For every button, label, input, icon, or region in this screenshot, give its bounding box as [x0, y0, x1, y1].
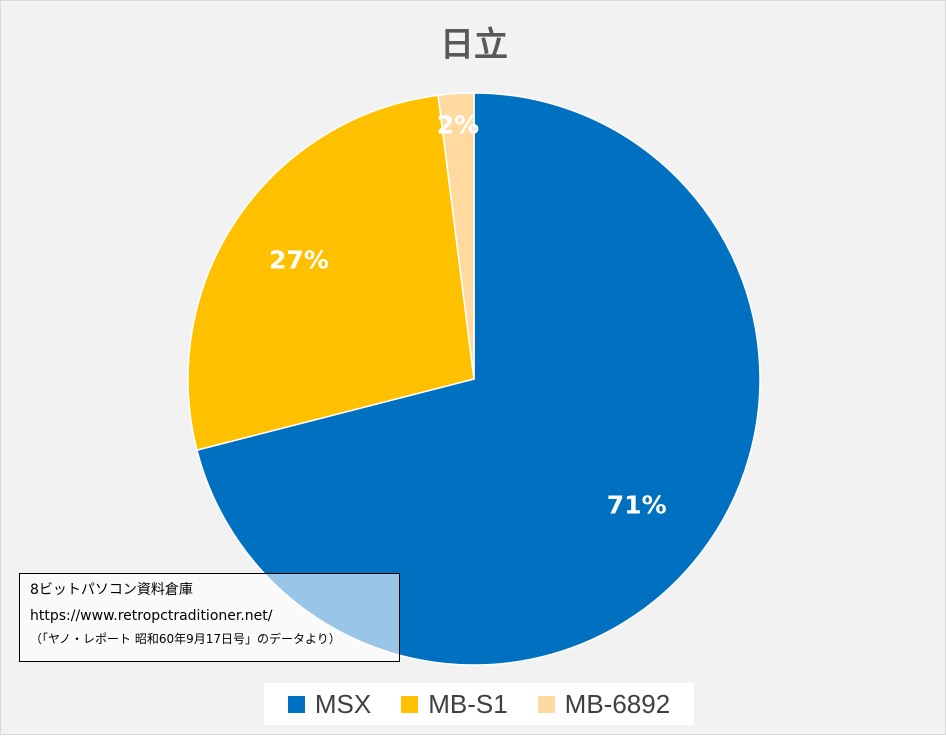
source-url: https://www.retropctraditioner.net/: [30, 608, 273, 624]
data-label-mb-6892: 2%: [437, 110, 479, 139]
legend-label-mb-6892: MB-6892: [564, 688, 671, 719]
source-note: 8ビットパソコン資料倉庫 https://www.retropctraditio…: [19, 573, 400, 662]
legend-swatch-mb-s1: [401, 695, 419, 713]
legend-label-msx: MSX: [314, 688, 372, 719]
legend-swatch-msx: [287, 695, 305, 713]
data-label-mb-s1: 27%: [269, 246, 329, 275]
legend-swatch-mb-6892: [537, 695, 555, 713]
legend-item-msx: MSX: [287, 688, 372, 720]
pie-slice-mb-s1: [187, 94, 475, 452]
legend-item-mb-s1: MB-S1: [401, 688, 508, 720]
pie-slice-mb-6892: [437, 92, 475, 380]
source-citation: （「ヤノ・レポート 昭和60年9月17日号」のデータより）: [30, 632, 341, 646]
legend-label-mb-s1: MB-S1: [428, 688, 508, 719]
legend: MSX MB-S1 MB-6892: [264, 683, 694, 725]
data-label-msx: 71%: [607, 491, 667, 520]
chart-title: 日立: [440, 25, 508, 65]
legend-item-mb-6892: MB-6892: [537, 688, 671, 720]
source-site-name: 8ビットパソコン資料倉庫: [30, 582, 193, 598]
